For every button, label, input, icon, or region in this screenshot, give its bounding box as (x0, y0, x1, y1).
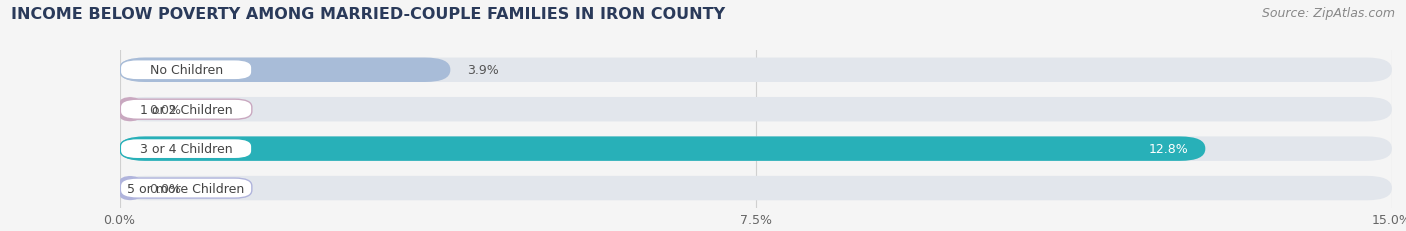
FancyBboxPatch shape (120, 58, 1392, 83)
FancyBboxPatch shape (120, 137, 1205, 161)
FancyBboxPatch shape (120, 176, 1392, 201)
Text: 12.8%: 12.8% (1149, 143, 1188, 155)
FancyBboxPatch shape (120, 58, 450, 83)
Text: 0.0%: 0.0% (149, 103, 181, 116)
FancyBboxPatch shape (121, 61, 252, 80)
Text: 0.0%: 0.0% (149, 182, 181, 195)
FancyBboxPatch shape (121, 100, 252, 120)
Text: 1 or 2 Children: 1 or 2 Children (139, 103, 232, 116)
FancyBboxPatch shape (120, 137, 1392, 161)
Text: No Children: No Children (149, 64, 222, 77)
Text: 3 or 4 Children: 3 or 4 Children (139, 143, 232, 155)
FancyBboxPatch shape (121, 139, 252, 159)
Text: 3.9%: 3.9% (467, 64, 499, 77)
FancyBboxPatch shape (120, 97, 141, 122)
Text: Source: ZipAtlas.com: Source: ZipAtlas.com (1261, 7, 1395, 20)
Text: INCOME BELOW POVERTY AMONG MARRIED-COUPLE FAMILIES IN IRON COUNTY: INCOME BELOW POVERTY AMONG MARRIED-COUPL… (11, 7, 725, 22)
FancyBboxPatch shape (120, 176, 141, 201)
FancyBboxPatch shape (120, 97, 1392, 122)
FancyBboxPatch shape (121, 178, 252, 198)
Text: 5 or more Children: 5 or more Children (128, 182, 245, 195)
